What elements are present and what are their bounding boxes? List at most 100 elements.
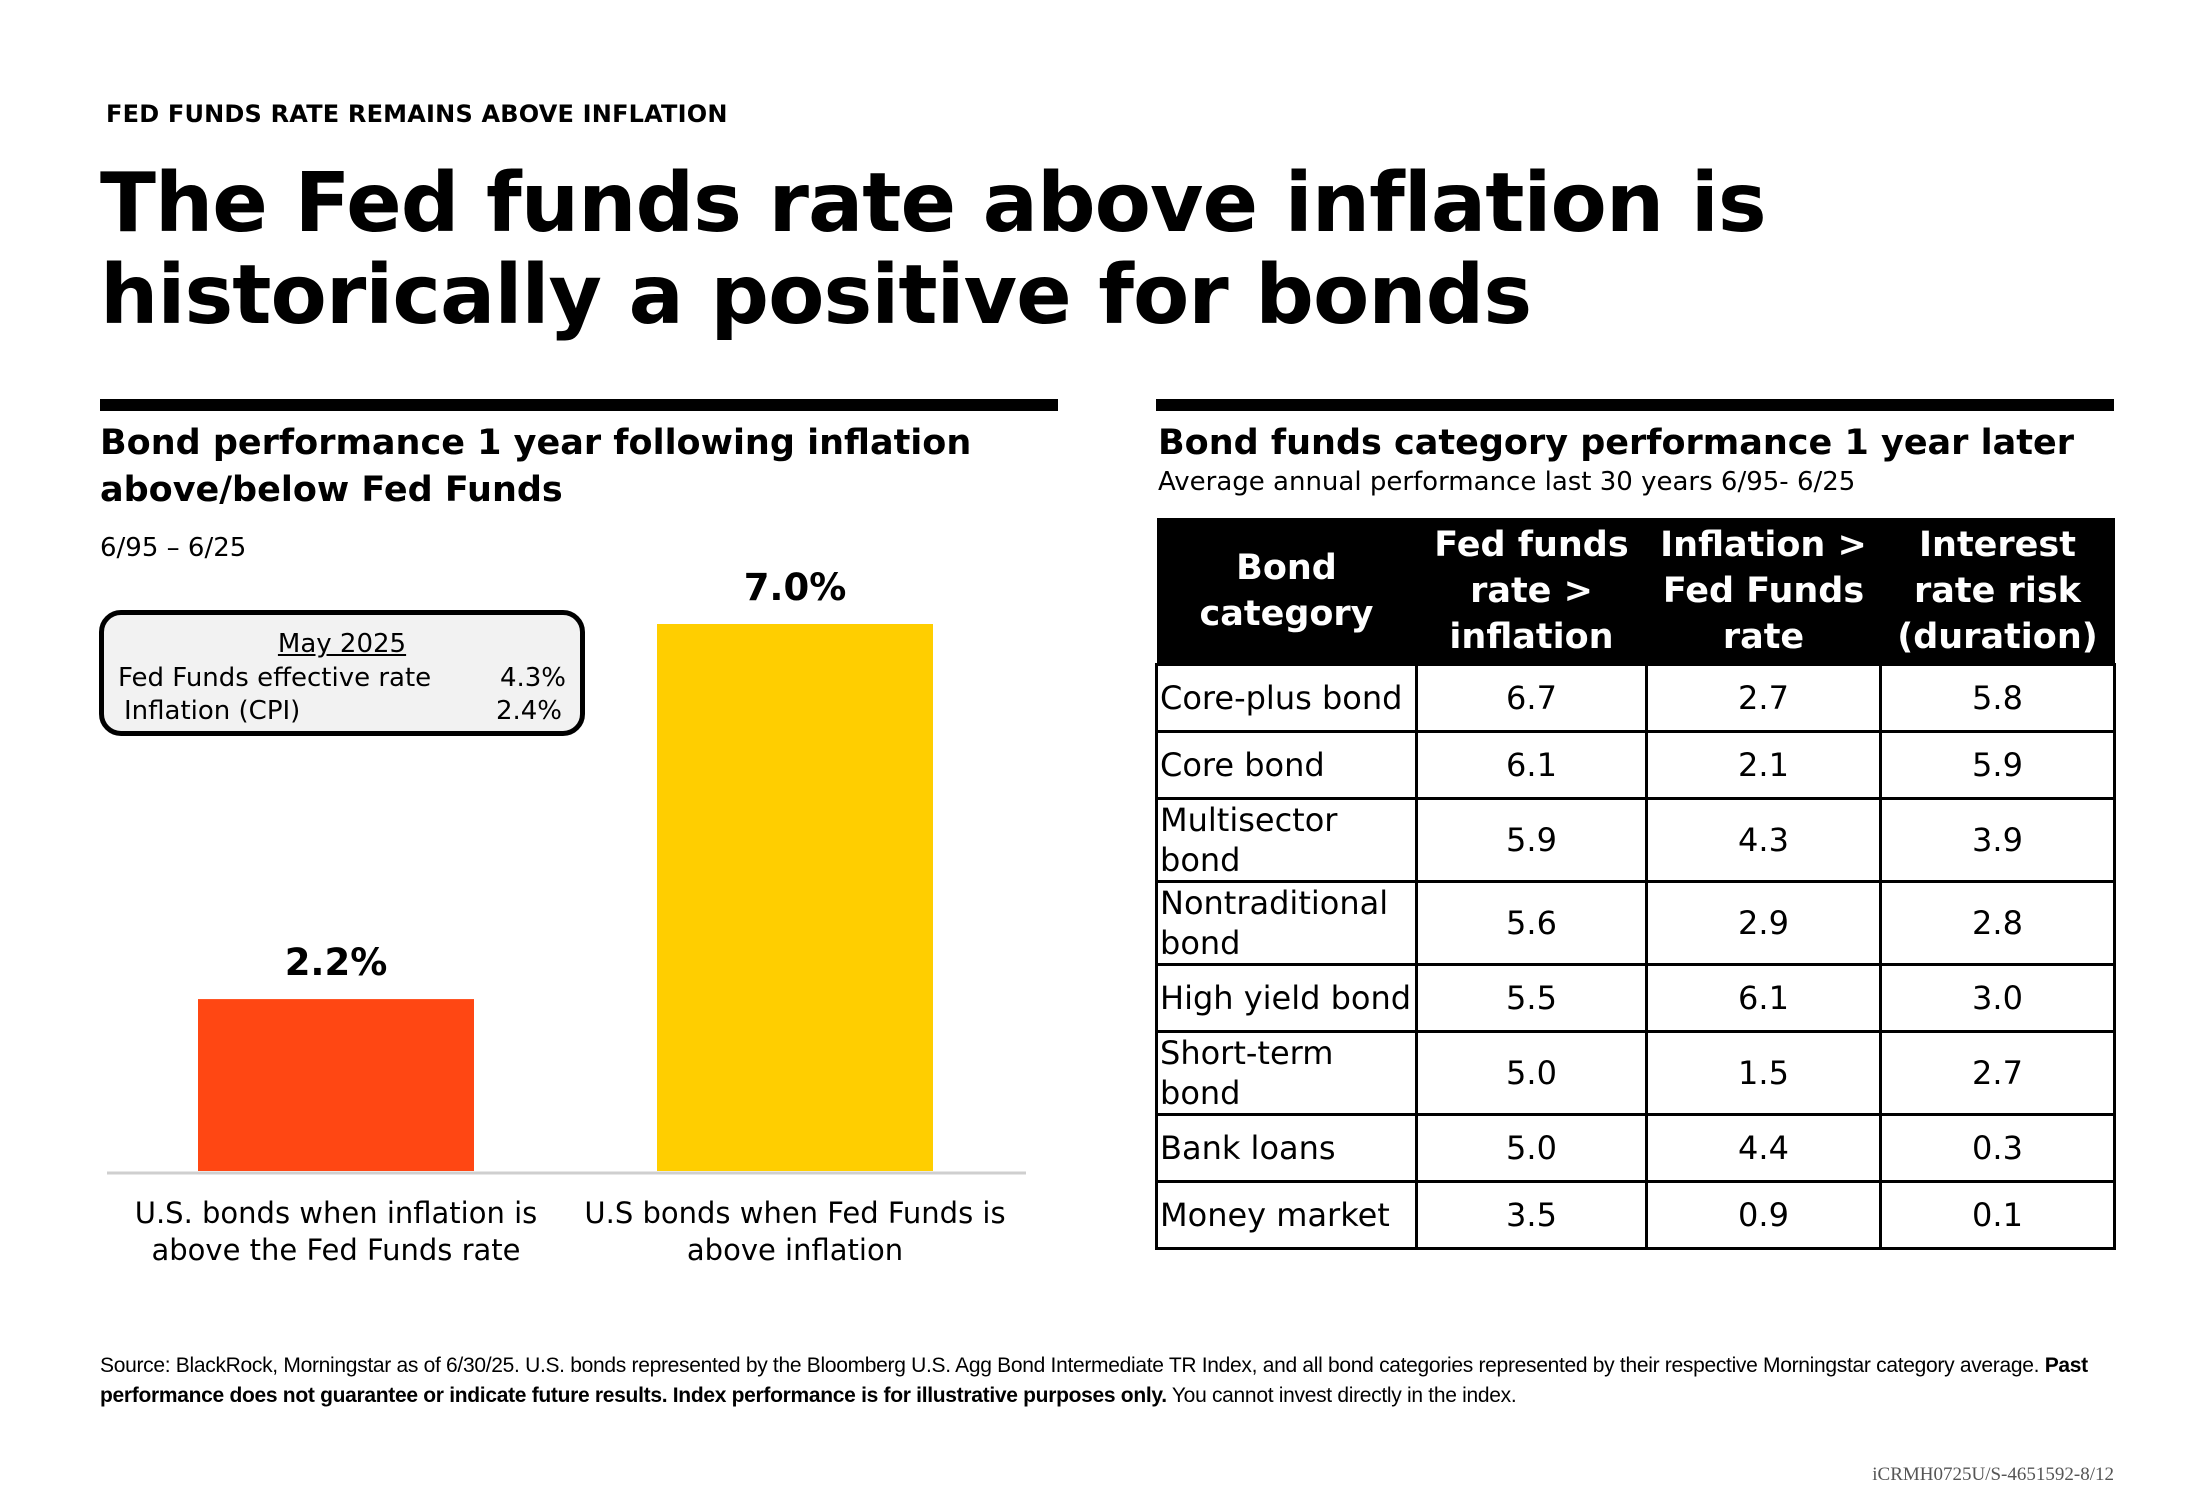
cell-infl-above: 2.7: [1645, 663, 1882, 733]
cell-infl-above: 2.1: [1645, 730, 1882, 800]
right-panel-rule: [1156, 399, 2114, 411]
category-line: Short-term: [1160, 1034, 1334, 1072]
cell-duration: 5.8: [1879, 663, 2116, 733]
bar-value-label: 2.2%: [285, 941, 388, 984]
table-row: Nontraditional bond 5.6 2.9 2.8: [1155, 880, 2116, 966]
cell-infl-above: 4.4: [1645, 1113, 1882, 1183]
cell-duration: 0.3: [1879, 1113, 2116, 1183]
header-line: rate: [1722, 616, 1805, 657]
bar-value-label: 7.0%: [744, 566, 847, 609]
cell-fed-above: 5.0: [1415, 1030, 1648, 1116]
table-row: Multisector bond 5.9 4.3 3.9: [1155, 797, 2116, 883]
left-panel-title-line-1: Bond performance 1 year following inflat…: [100, 423, 972, 463]
info-box-value: 4.3%: [499, 663, 566, 693]
category-line: bond: [1160, 841, 1241, 879]
cell-fed-above: 5.5: [1415, 963, 1648, 1033]
header-line: Bond: [1236, 547, 1337, 588]
header-line: inflation: [1449, 616, 1614, 657]
header-line: Fed funds: [1434, 524, 1629, 565]
table-row: Core bond 6.1 2.1 5.9: [1155, 730, 2116, 800]
cell-duration: 3.9: [1879, 797, 2116, 883]
category-label: U.S. bonds when inflation is above the F…: [116, 1195, 556, 1269]
cell-duration: 2.7: [1879, 1030, 2116, 1116]
source-text: Source: BlackRock, Morningstar as of 6/3…: [100, 1354, 2040, 1377]
headline-line-2: historically a positive for bonds: [100, 248, 1532, 343]
category-line: Multisector: [1160, 801, 1338, 839]
column-header-inflation-above-fed: Inflation > Fed Funds rate: [1646, 518, 1881, 665]
cell-fed-above: 6.1: [1415, 730, 1648, 800]
column-header-category: Bond category: [1156, 518, 1417, 665]
category-label-line: U.S bonds when Fed Funds is: [584, 1196, 1006, 1230]
row-category: High yield bond: [1155, 963, 1418, 1033]
cell-fed-above: 5.0: [1415, 1113, 1648, 1183]
row-category: Nontraditional bond: [1155, 880, 1418, 966]
cell-fed-above: 5.9: [1415, 797, 1648, 883]
headline: The Fed funds rate above inflation is hi…: [100, 158, 2000, 342]
header-line: (duration): [1897, 616, 2098, 657]
table-row: Money market 3.5 0.9 0.1: [1155, 1180, 2116, 1250]
row-category: Money market: [1155, 1180, 1418, 1250]
category-line: Nontraditional: [1160, 884, 1389, 922]
header-line: category: [1199, 593, 1374, 634]
bar-2: [657, 624, 933, 1171]
category-line: bond: [1160, 1074, 1241, 1112]
bar-1: [198, 999, 474, 1171]
row-category: Multisector bond: [1155, 797, 1418, 883]
left-panel-period: 6/95 – 6/25: [100, 533, 247, 563]
cell-infl-above: 6.1: [1645, 963, 1882, 1033]
cell-fed-above: 3.5: [1415, 1180, 1648, 1250]
info-box: May 2025 Fed Funds effective rate 4.3% I…: [99, 610, 585, 736]
bar-chart: 2.2% 7.0%: [107, 566, 1026, 1175]
table-row: Core-plus bond 6.7 2.7 5.8: [1155, 663, 2116, 733]
headline-line-1: The Fed funds rate above inflation is: [100, 156, 1767, 251]
info-box-row-fed-funds: Fed Funds effective rate 4.3%: [118, 663, 566, 693]
table-row: Short-term bond 5.0 1.5 2.7: [1155, 1030, 2116, 1116]
cell-duration: 3.0: [1879, 963, 2116, 1033]
info-box-value: 2.4%: [495, 696, 562, 726]
category-label-line: above the Fed Funds rate: [151, 1233, 521, 1267]
category-label-line: U.S. bonds when inflation is: [134, 1196, 538, 1230]
disclaimer-text: Past performance does not guarantee or i…: [100, 1354, 2088, 1407]
header-line: rate >: [1470, 570, 1593, 611]
cell-duration: 0.1: [1879, 1180, 2116, 1250]
header-line: Interest: [1919, 524, 2076, 565]
cell-fed-above: 6.7: [1415, 663, 1648, 733]
category-label-line: above inflation: [686, 1233, 904, 1267]
info-box-label: Fed Funds effective rate: [118, 663, 432, 693]
row-category: Bank loans: [1155, 1113, 1418, 1183]
info-box-label: Inflation (CPI): [124, 696, 301, 726]
left-panel-title-line-2: above/below Fed Funds: [100, 470, 563, 510]
row-category: Short-term bond: [1155, 1030, 1418, 1116]
column-header-duration: Interest rate risk (duration): [1880, 518, 2115, 665]
row-category: Core-plus bond: [1155, 663, 1418, 733]
cell-fed-above: 5.6: [1415, 880, 1648, 966]
cell-infl-above: 0.9: [1645, 1180, 1882, 1250]
header-line: rate risk: [1914, 570, 2081, 611]
table-header-row: Bond category Fed funds rate > inflation…: [1156, 518, 2115, 665]
bond-category-table: Bond category Fed funds rate > inflation…: [1155, 518, 2116, 1250]
source-note: Source: BlackRock, Morningstar as of 6/3…: [100, 1351, 2100, 1411]
category-line: bond: [1160, 924, 1241, 962]
source-tail-text: You cannot invest directly in the index.: [1171, 1384, 1517, 1407]
info-box-heading: May 2025: [277, 629, 407, 659]
cell-infl-above: 2.9: [1645, 880, 1882, 966]
right-panel-subtitle: Average annual performance last 30 years…: [1158, 467, 1856, 497]
header-line: Fed Funds: [1662, 570, 1865, 611]
table-row: Bank loans 5.0 4.4 0.3: [1155, 1113, 2116, 1183]
right-panel-title: Bond funds category performance 1 year l…: [1158, 423, 2074, 463]
document-code: iCRMH0725U/S-4651592-8/12: [1872, 1464, 2114, 1485]
left-panel-title: Bond performance 1 year following inflat…: [100, 420, 1000, 514]
header-line: Inflation >: [1660, 524, 1867, 565]
eyebrow-label: FED FUNDS RATE REMAINS ABOVE INFLATION: [106, 100, 728, 128]
bar-layer: 2.2% 7.0%: [198, 566, 933, 1171]
table-row: High yield bond 5.5 6.1 3.0: [1155, 963, 2116, 1033]
cell-infl-above: 4.3: [1645, 797, 1882, 883]
category-label: U.S bonds when Fed Funds is above inflat…: [575, 1195, 1015, 1269]
row-category: Core bond: [1155, 730, 1418, 800]
info-box-row-inflation: Inflation (CPI) 2.4%: [124, 696, 562, 726]
left-panel-rule: [100, 399, 1058, 411]
cell-infl-above: 1.5: [1645, 1030, 1882, 1116]
cell-duration: 2.8: [1879, 880, 2116, 966]
column-header-fed-above-inflation: Fed funds rate > inflation: [1416, 518, 1647, 665]
cell-duration: 5.9: [1879, 730, 2116, 800]
